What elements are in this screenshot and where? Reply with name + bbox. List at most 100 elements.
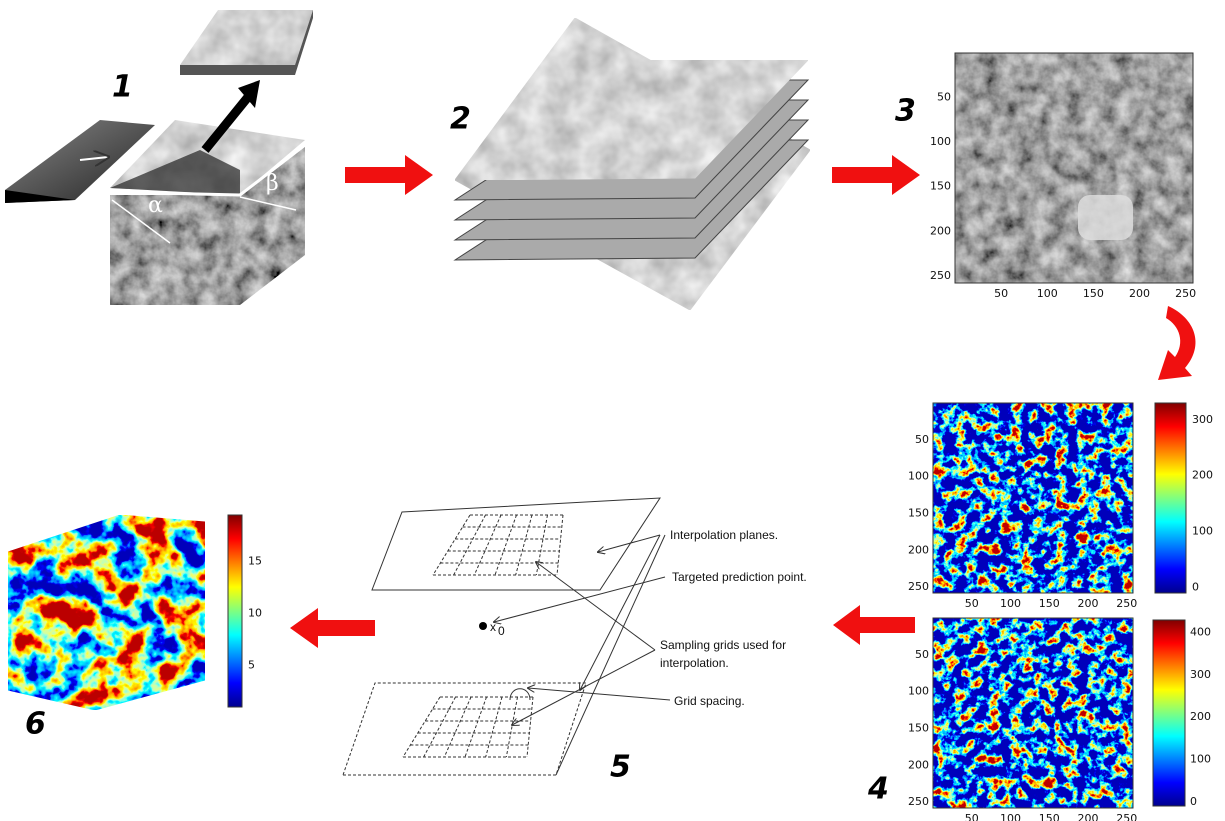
label: interpolation. bbox=[660, 656, 729, 670]
grid-line bbox=[443, 696, 472, 758]
map-image bbox=[933, 403, 1133, 593]
alpha-line bbox=[111, 199, 171, 244]
pointer bbox=[528, 688, 671, 701]
image-frame bbox=[932, 617, 1134, 809]
flow-arrow bbox=[833, 605, 915, 645]
panel-4: 4 50 100 150 200 250 50 100 150 200 250 50 100 150 20… bbox=[867, 402, 1213, 821]
pointer bbox=[536, 562, 656, 651]
x-tick-label: 200 bbox=[1078, 812, 1099, 821]
map-image bbox=[933, 618, 1133, 808]
panel-2: 2 bbox=[450, 17, 811, 311]
image-frame bbox=[932, 402, 1134, 594]
cube-side bbox=[240, 145, 305, 305]
colorbar-tick-label: 100 bbox=[1192, 525, 1213, 538]
panel-6: 6 5 10 15 bbox=[6, 514, 262, 742]
lifted-slice bbox=[180, 10, 313, 65]
y-tick-label: 50 bbox=[915, 433, 929, 446]
x-tick-label: 50 bbox=[965, 812, 979, 821]
colorbar-tick-label: 15 bbox=[248, 555, 262, 568]
pointer bbox=[580, 534, 661, 690]
blade-arrow bbox=[79, 157, 108, 160]
slice bbox=[453, 59, 810, 181]
label: Grid spacing. bbox=[674, 694, 745, 708]
x-tick-label: 150 bbox=[1039, 812, 1060, 821]
grid-line bbox=[556, 514, 564, 576]
pointer bbox=[598, 534, 661, 552]
y-tick-label: 200 bbox=[908, 758, 929, 771]
slice-edge bbox=[180, 10, 313, 75]
grid-line bbox=[535, 514, 548, 576]
panel-5: x 0 Interpolation planes. Targeted predi… bbox=[342, 497, 807, 785]
image-frame bbox=[954, 52, 1194, 284]
spacing-arc bbox=[509, 688, 531, 701]
step-label: 1 bbox=[112, 70, 133, 105]
plane-edge bbox=[555, 534, 666, 776]
grid-line bbox=[515, 514, 533, 576]
y-tick-label: 100 bbox=[908, 685, 929, 698]
y-tick-label: 150 bbox=[930, 180, 951, 193]
x-tick-label: 100 bbox=[1000, 812, 1021, 821]
x-tick-label: 150 bbox=[1039, 597, 1060, 610]
y-tick-label: 50 bbox=[937, 91, 951, 104]
grid-line bbox=[453, 514, 486, 576]
colorbar-tick-label: 10 bbox=[248, 607, 262, 620]
cube-front bbox=[110, 195, 240, 305]
y-tick-label: 250 bbox=[930, 269, 951, 282]
beta-line bbox=[239, 196, 297, 211]
step-label: 6 bbox=[25, 707, 46, 742]
flow-arrow bbox=[290, 608, 375, 648]
label: Targeted prediction point. bbox=[672, 570, 807, 584]
colorbar bbox=[1152, 619, 1186, 807]
cube-top bbox=[6, 514, 207, 573]
colorbar bbox=[227, 514, 243, 708]
x-tick-label: 50 bbox=[994, 287, 1008, 300]
x-tick-label: 250 bbox=[1175, 287, 1196, 300]
y-tick-label: 200 bbox=[930, 224, 951, 237]
plane bbox=[342, 682, 587, 776]
colorbar-tick-label: 0 bbox=[1192, 580, 1199, 593]
pointer bbox=[512, 649, 656, 725]
x-tick-label: 250 bbox=[1116, 597, 1137, 610]
panel-3: 3 50 100 150 200 250 50 100 150 200 250 bbox=[895, 52, 1196, 300]
colorbar-tick-label: 400 bbox=[1190, 626, 1211, 639]
grid-line bbox=[473, 514, 502, 576]
grid-line bbox=[432, 514, 471, 576]
point bbox=[479, 622, 487, 630]
step-label: 5 bbox=[610, 750, 631, 785]
step-label: 3 bbox=[895, 94, 916, 129]
label: Sampling grids used for bbox=[660, 638, 786, 652]
point-label: x bbox=[490, 620, 496, 634]
x-tick-label: 100 bbox=[1037, 287, 1058, 300]
grid-line bbox=[423, 696, 456, 758]
step-label: 4 bbox=[867, 772, 889, 807]
particle bbox=[1078, 195, 1133, 240]
step-label: 2 bbox=[450, 102, 471, 137]
x-tick-label: 100 bbox=[1000, 597, 1021, 610]
plane bbox=[371, 497, 661, 591]
cut-line bbox=[109, 143, 306, 197]
cube-front bbox=[7, 551, 96, 711]
lift-arrowhead bbox=[238, 80, 260, 108]
grid-line bbox=[402, 696, 441, 758]
grid-line bbox=[485, 696, 503, 758]
flow-arrow-curved bbox=[1158, 306, 1196, 380]
colorbar-tick-label: 0 bbox=[1190, 795, 1197, 808]
x-tick-label: 50 bbox=[965, 597, 979, 610]
y-tick-label: 200 bbox=[908, 543, 929, 556]
y-tick-label: 250 bbox=[908, 795, 929, 808]
colorbar bbox=[1154, 402, 1187, 594]
y-tick-label: 100 bbox=[908, 470, 929, 483]
x-tick-label: 200 bbox=[1129, 287, 1150, 300]
colorbar-tick-label: 200 bbox=[1192, 469, 1213, 482]
grid-line bbox=[464, 696, 487, 758]
cut-shadow bbox=[110, 150, 240, 195]
y-tick-label: 50 bbox=[915, 648, 929, 661]
y-tick-label: 150 bbox=[908, 721, 929, 734]
blade bbox=[5, 120, 155, 203]
blade-edge bbox=[5, 190, 75, 203]
colorbar-tick-label: 100 bbox=[1190, 753, 1211, 766]
beta: β bbox=[266, 171, 279, 196]
colorbar-tick-label: 300 bbox=[1190, 668, 1211, 681]
x-tick-label: 250 bbox=[1116, 812, 1137, 821]
